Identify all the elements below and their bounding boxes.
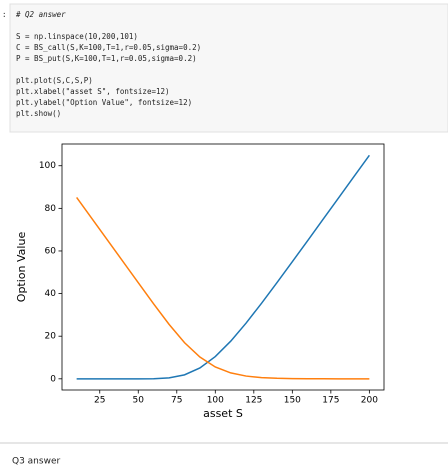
x-tick-label: 25 [94,396,105,406]
x-tick-label: 50 [133,396,145,406]
x-tick-label: 100 [207,396,224,406]
markdown-text: Q3 answer [12,457,60,467]
code-line: plt.xlabel("asset S", fontsize=12) [16,87,170,96]
y-tick-label: 100 [39,161,56,171]
code-line: plt.plot(S,C,S,P) [16,76,93,85]
code-line: plt.show() [16,109,61,118]
line-series [76,154,370,380]
x-tick-label: 175 [322,396,339,406]
x-tick-label: 75 [171,396,182,406]
x-tick-label: 150 [284,396,301,406]
y-tick-label: 40 [45,289,57,299]
prompt: : [2,10,7,19]
code-line: C = BS_call(S,K=100,T=1,r=0.05,sigma=0.2… [16,43,201,52]
y-axis-label: Option Value [15,232,28,303]
y-tick-label: 80 [45,204,57,214]
code-line: S = np.linspace(10,200,101) [16,32,138,41]
y-tick-label: 20 [45,332,57,342]
code-line: P = BS_put(S,K=100,T=1,r=0.05,sigma=0.2) [16,54,197,63]
x-tick-label: 200 [361,396,378,406]
code-cell[interactable] [9,3,448,133]
x-tick-label: 125 [245,396,262,406]
axes-frame [61,143,385,391]
y-tick-label: 0 [50,374,56,384]
code-line: plt.ylabel("Option Value", fontsize=12) [16,98,192,107]
y-tick-label: 60 [45,246,57,256]
code-line: # Q2 answer [15,10,66,19]
line-series [76,197,370,380]
x-axis-label: asset S [203,407,243,420]
